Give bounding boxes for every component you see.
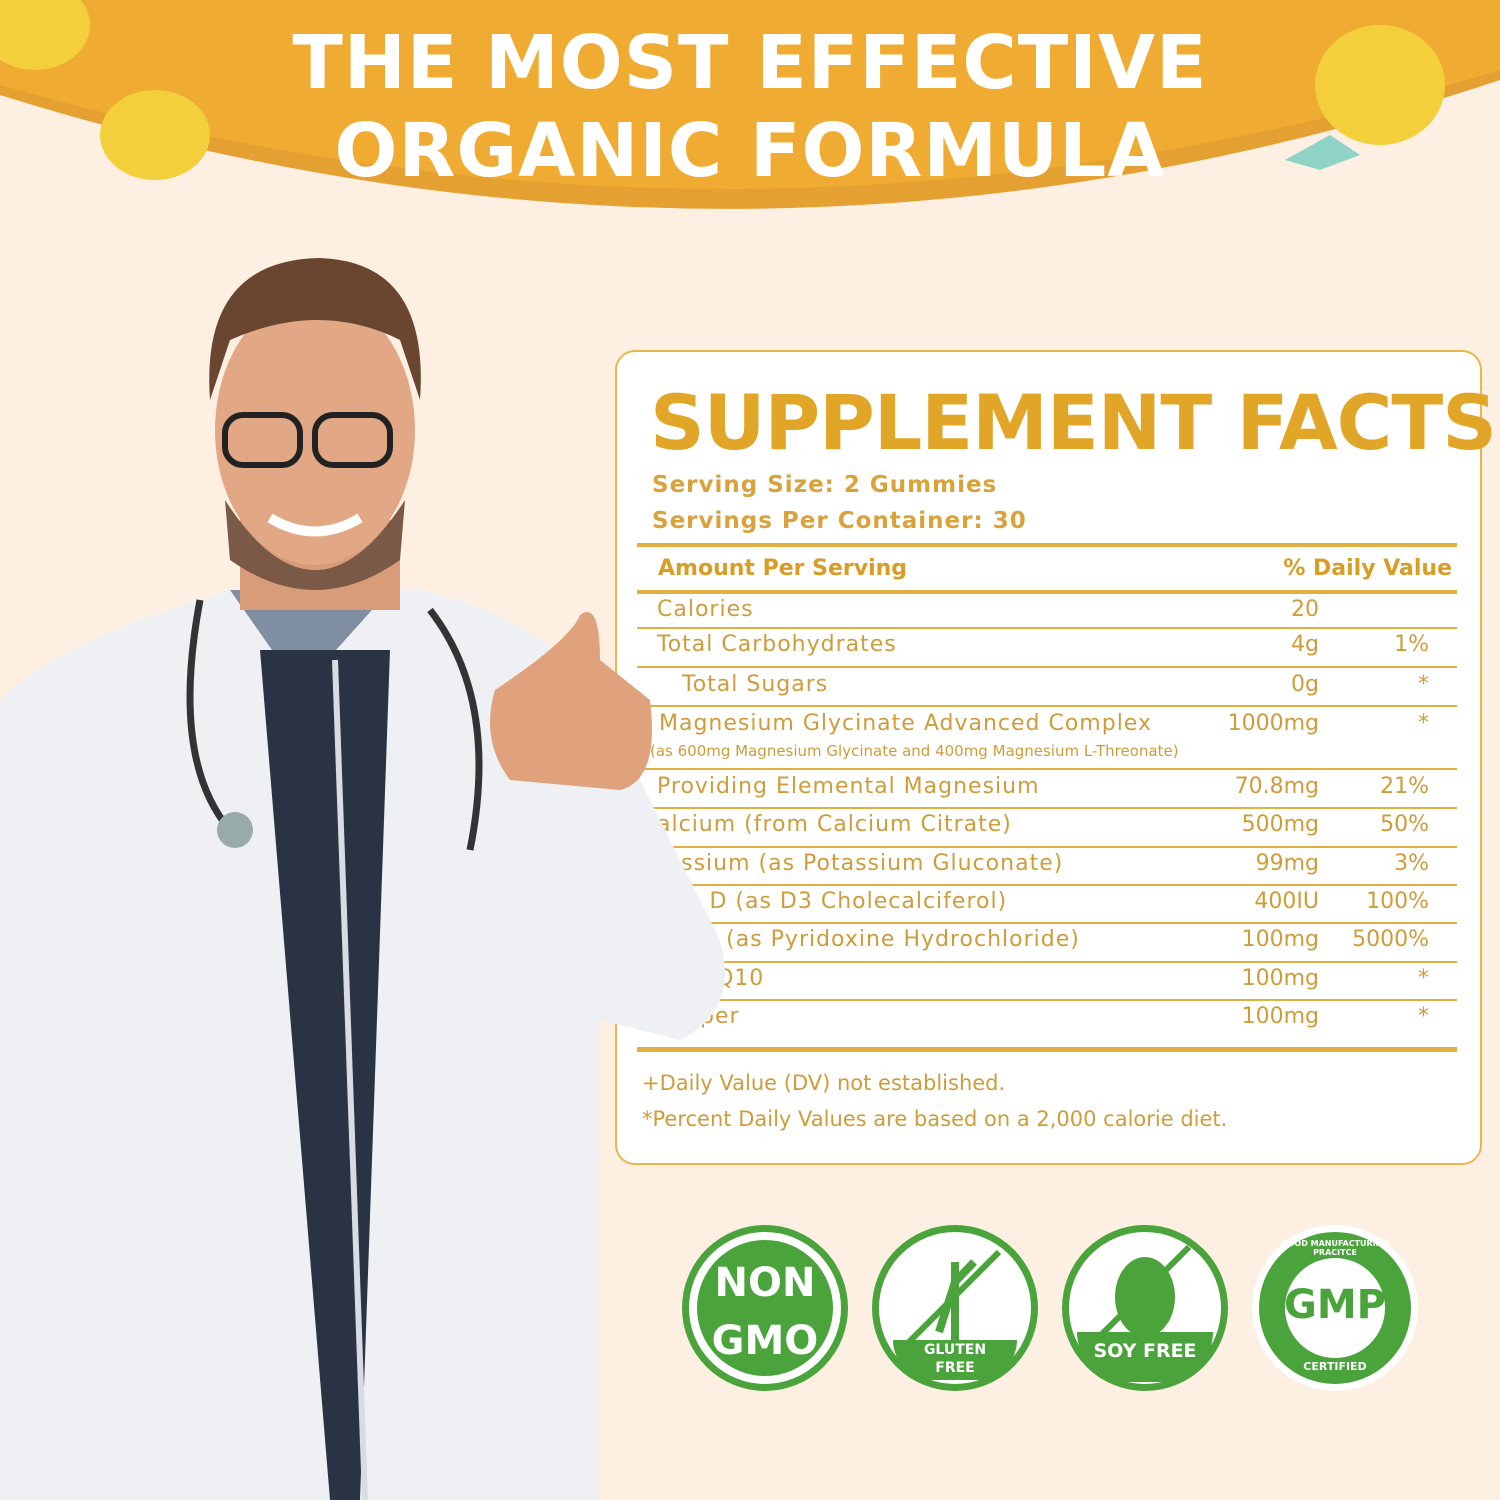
soybean-icon — [1096, 1244, 1192, 1340]
footnote-calorie: *Percent Daily Values are based on a 2,0… — [642, 1107, 1228, 1131]
nutrient-name: Magnesium Glycinate Advanced Complex — [659, 711, 1152, 736]
facts-row: min D (as D3 Cholecalciferol) 400IU 100% — [637, 889, 1457, 919]
gmp-badge: GMP CERTIFIED GOOD MANUFACTURING PRACITC… — [1252, 1225, 1418, 1391]
nutrient-amount: 20 — [1291, 597, 1319, 622]
nutrient-name: Calories — [657, 597, 754, 622]
wheat-icon — [906, 1249, 1002, 1345]
footnote-dv: +Daily Value (DV) not established. — [642, 1071, 1006, 1095]
row-divider — [637, 922, 1457, 924]
facts-row: Pepper100mg* — [637, 1004, 1457, 1034]
facts-row: in B6 (as Pyridoxine Hydrochloride) 100mg… — [637, 927, 1457, 957]
nutrient-amount: 500mg — [1241, 812, 1319, 837]
nutrient-amount: 99mg — [1255, 851, 1319, 876]
nutrient-dv: * — [1418, 711, 1429, 736]
header-dv: % Daily Value — [1283, 556, 1452, 581]
row-divider — [637, 666, 1457, 668]
facts-title: SUPPLEMENT FACTS — [650, 378, 1497, 467]
pineapple-decoration — [0, 0, 90, 70]
nutrient-dv: 100% — [1366, 889, 1429, 914]
nutrient-name: min D (as D3 Cholecalciferol) — [657, 889, 1008, 914]
divider — [637, 1047, 1457, 1052]
nutrient-name: Providing Elemental Magnesium — [657, 774, 1040, 799]
nutrient-amount: 100mg — [1241, 966, 1319, 991]
serving-size: Serving Size: 2 Gummies — [652, 472, 998, 498]
header-amount: Amount Per Serving — [658, 556, 908, 581]
gluten-free-badge: GLUTEN FREE — [872, 1225, 1038, 1391]
nutrient-amount: 1000mg — [1227, 711, 1319, 736]
doctor-image — [0, 258, 725, 1500]
nutrient-dv: 50% — [1380, 812, 1429, 837]
nutrient-name: alcium (from Calcium Citrate) — [657, 812, 1012, 837]
nutrient-dv: 21% — [1380, 774, 1429, 799]
top-banner — [0, 0, 1500, 209]
nutrient-dv: * — [1418, 672, 1429, 697]
nutrient-dv: * — [1418, 1004, 1429, 1029]
nutrient-amount: 100mg — [1241, 1004, 1319, 1029]
pineapple-decoration — [100, 90, 210, 180]
facts-row: Calories 20 — [637, 597, 1457, 627]
banner-title-line2: ORGANIC FORMULA — [334, 108, 1166, 194]
soy-free-badge: SOY FREE — [1062, 1225, 1228, 1391]
divider — [637, 543, 1457, 547]
nutrient-amount: 0g — [1291, 672, 1319, 697]
nutrient-amount: 100mg — [1241, 927, 1319, 952]
nutrient-dv: * — [1418, 966, 1429, 991]
magnesium-complex-detail: (as 600mg Magnesium Glycinate and 400mg … — [650, 742, 1179, 760]
row-divider — [637, 705, 1457, 707]
non-gmo-badge: NON GMO — [682, 1225, 848, 1391]
facts-row: Magnesium Glycinate Advanced Complex 1000… — [637, 711, 1457, 741]
nutrient-name: tassium (as Potassium Gluconate) — [657, 851, 1064, 876]
nutrient-dv: 5000% — [1352, 927, 1429, 952]
nutrient-dv: 3% — [1394, 851, 1429, 876]
row-divider — [637, 768, 1457, 770]
row-divider — [637, 884, 1457, 886]
row-divider — [637, 961, 1457, 963]
facts-row: Providing Elemental Magnesium 70.8mg 21% — [637, 774, 1457, 804]
row-divider — [637, 999, 1457, 1001]
facts-row: Total Sugars 0g * — [637, 672, 1457, 702]
banner-title-line1: THE MOST EFFECTIVE — [292, 20, 1208, 106]
nutrient-amount: 4g — [1291, 632, 1319, 657]
nutrient-amount: 70.8mg — [1234, 774, 1319, 799]
divider — [637, 590, 1457, 594]
facts-row: Total Carbohydrates 4g 1% — [637, 632, 1457, 662]
nutrient-name: in B6 (as Pyridoxine Hydrochloride) — [657, 927, 1080, 952]
facts-row: alcium (from Calcium Citrate) 500mg 50% — [637, 812, 1457, 842]
pineapple-decoration — [1315, 25, 1445, 145]
nutrient-dv: 1% — [1394, 632, 1429, 657]
row-divider — [637, 627, 1457, 629]
nutrient-amount: 400IU — [1254, 889, 1319, 914]
row-divider — [637, 807, 1457, 809]
facts-row: tassium (as Potassium Gluconate) 99mg 3% — [637, 851, 1457, 881]
nutrient-name: Total Carbohydrates — [657, 632, 897, 657]
row-divider — [637, 846, 1457, 848]
nutrient-name: Total Sugars — [682, 672, 829, 697]
servings-per-container: Servings Per Container: 30 — [652, 508, 1027, 534]
